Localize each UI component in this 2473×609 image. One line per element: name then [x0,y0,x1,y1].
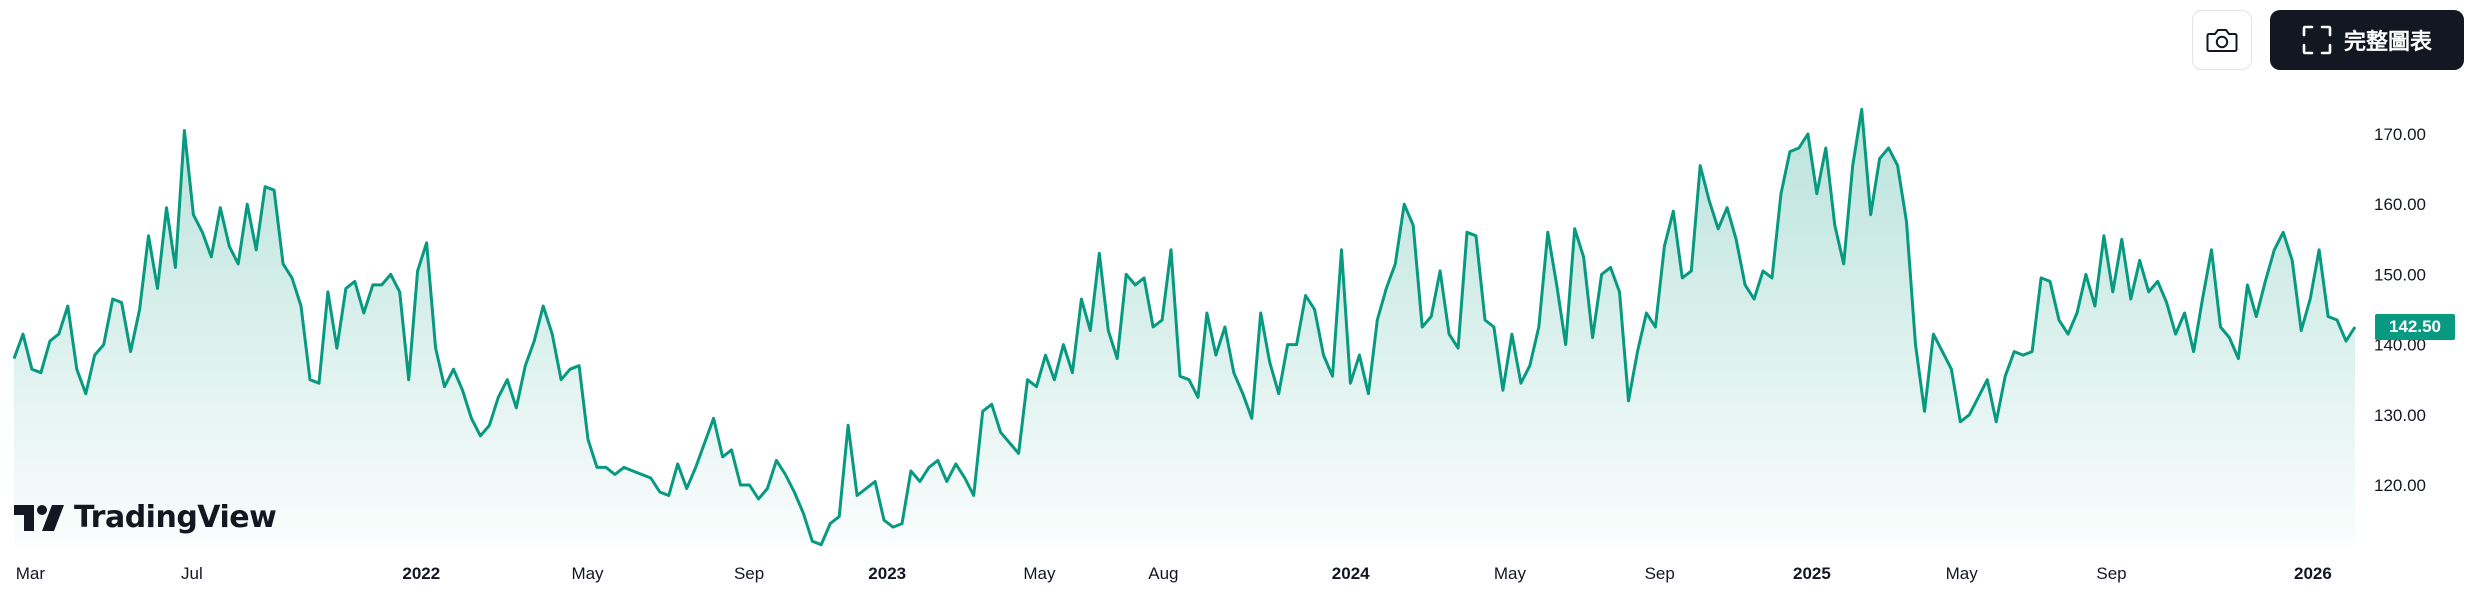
snapshot-button[interactable] [2192,10,2252,70]
x-tick-label: Sep [734,564,764,583]
x-tick-label: Sep [2096,564,2126,583]
y-tick-label: 160.00 [2374,195,2426,214]
last-price-badge: 142.50 [2375,314,2455,340]
tradingview-logo[interactable]: TradingView [14,500,277,535]
x-tick-label: 2024 [1332,564,1370,583]
x-tick-label: Jul [181,564,203,583]
y-tick-label: 130.00 [2374,406,2426,425]
y-tick-label: 170.00 [2374,125,2426,144]
camera-icon [2206,29,2238,52]
x-tick-label: 2023 [868,564,906,583]
x-tick-label: 2025 [1793,564,1831,583]
x-tick-label: Sep [1645,564,1675,583]
x-tick-label: 2026 [2294,564,2332,583]
x-tick-label: Aug [1148,564,1178,583]
x-tick-label: May [1946,564,1979,583]
fullscreen-corners-icon [2302,25,2332,55]
x-tick-label: May [1023,564,1056,583]
price-line-series [12,107,2357,547]
x-tick-label: May [1494,564,1527,583]
x-tick-label: 2022 [402,564,440,583]
y-tick-label: 150.00 [2374,265,2426,284]
full-chart-label: 完整圖表 [2343,30,2432,55]
y-axis: 170.00 160.00 150.00 140.00 130.00 120.00 [2374,125,2426,495]
x-axis: Mar Jul 2022 May Sep 2023 May Aug 2024 May Sep 2025… [16,564,2332,583]
x-tick-label: Mar [16,564,46,583]
y-tick-label: 140.00 [2374,336,2426,355]
y-tick-label: 120.00 [2374,476,2426,495]
x-tick-label: May [571,564,604,583]
full-chart-button[interactable]: 完整圖表 [2270,10,2464,70]
price-area-fill [14,109,2355,546]
brand-name: TradingView [74,500,277,535]
tradingview-logo-icon [14,504,64,531]
